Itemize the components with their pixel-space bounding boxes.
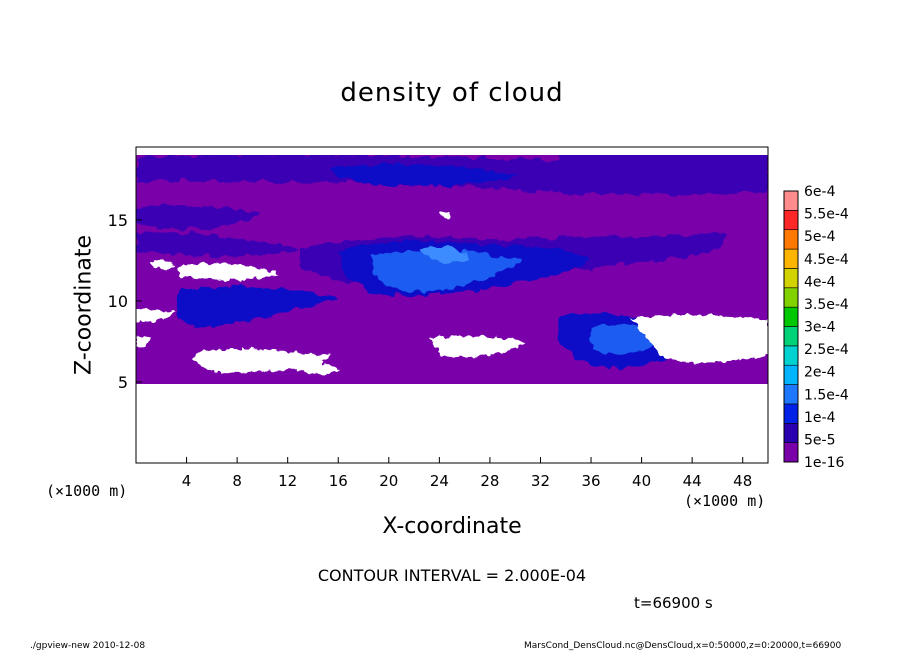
colorbar-label: 1e-16 bbox=[804, 455, 844, 471]
x-tick-label: 36 bbox=[581, 472, 600, 490]
colorbar-label: 5e-5 bbox=[804, 432, 835, 448]
colorbar-swatch bbox=[783, 403, 799, 424]
x-axis-ticks: 4 8 12 16 20 24 28 32 36 40 44 48 bbox=[182, 457, 752, 490]
colorbar-swatch bbox=[783, 364, 799, 385]
colorbar-label: 2.5e-4 bbox=[804, 342, 849, 358]
colorbar-label: 3e-4 bbox=[804, 320, 836, 336]
chart-title: density of cloud bbox=[340, 78, 564, 108]
x-tick-label: 4 bbox=[182, 472, 192, 490]
y-tick-label: 10 bbox=[108, 292, 128, 311]
colorbar-frame bbox=[783, 190, 799, 463]
colorbar-swatch bbox=[783, 442, 799, 463]
colorbar-swatch bbox=[783, 422, 799, 443]
x-tick-label: 40 bbox=[632, 472, 651, 490]
colorbar-swatch bbox=[783, 268, 799, 289]
colorbar-label: 2e-4 bbox=[804, 365, 836, 381]
x-tick-label: 24 bbox=[430, 472, 449, 490]
plot-frame bbox=[135, 146, 769, 464]
x-tick-label: 44 bbox=[683, 472, 702, 490]
y-tick-label: 15 bbox=[108, 211, 128, 230]
x-tick-label: 48 bbox=[733, 472, 752, 490]
x-tick-label: 20 bbox=[379, 472, 398, 490]
y-axis-ticks: 5 10 15 bbox=[108, 211, 142, 392]
footer-right: MarsCond_DensCloud.nc@DensCloud,x=0:5000… bbox=[524, 641, 842, 651]
colorbar-swatch bbox=[783, 345, 799, 366]
colorbar-label: 4.5e-4 bbox=[804, 252, 849, 268]
colorbar-label: 5e-4 bbox=[804, 229, 836, 245]
y-tick-label: 5 bbox=[118, 373, 128, 392]
colorbar-swatch bbox=[783, 210, 799, 231]
colorbar-label: 4e-4 bbox=[804, 274, 836, 290]
x-tick-label: 16 bbox=[329, 472, 348, 490]
colorbar-label: 1.5e-4 bbox=[804, 387, 849, 403]
colorbar-swatch bbox=[783, 229, 799, 250]
x-tick-label: 8 bbox=[232, 472, 242, 490]
colorbar-label: 3.5e-4 bbox=[804, 297, 849, 313]
colorbar-label: 6e-4 bbox=[804, 184, 836, 200]
colorbar-label: 1e-4 bbox=[804, 410, 836, 426]
footer-left: ./gpview-new 2010-12-08 bbox=[30, 641, 146, 651]
colorbar-swatch bbox=[783, 306, 799, 327]
colorbar-swatch bbox=[783, 384, 799, 405]
cloud-density-field bbox=[136, 147, 768, 463]
x-axis-label: X-coordinate bbox=[382, 514, 522, 539]
x-tick-label: 28 bbox=[480, 472, 499, 490]
x-unit-right: (×1000 m) bbox=[684, 492, 766, 510]
x-tick-label: 32 bbox=[531, 472, 550, 490]
x-unit-left: (×1000 m) bbox=[46, 482, 128, 500]
time-label: t=66900 s bbox=[634, 594, 713, 612]
colorbar-swatch bbox=[783, 287, 799, 308]
contour-interval-label: CONTOUR INTERVAL = 2.000E-04 bbox=[317, 566, 587, 585]
colorbar-swatch bbox=[783, 326, 799, 347]
y-axis-label: Z-coordinate bbox=[71, 235, 97, 375]
colorbar-swatch bbox=[783, 190, 799, 211]
colorbar: 1e-16 5e-5 1e-4 1.5e-4 2e-4 2.5e-4 3e-4 3.5e-4 4… bbox=[783, 184, 849, 471]
colorbar-swatch bbox=[783, 248, 799, 269]
colorbar-label: 5.5e-4 bbox=[804, 207, 849, 223]
x-tick-label: 12 bbox=[278, 472, 297, 490]
